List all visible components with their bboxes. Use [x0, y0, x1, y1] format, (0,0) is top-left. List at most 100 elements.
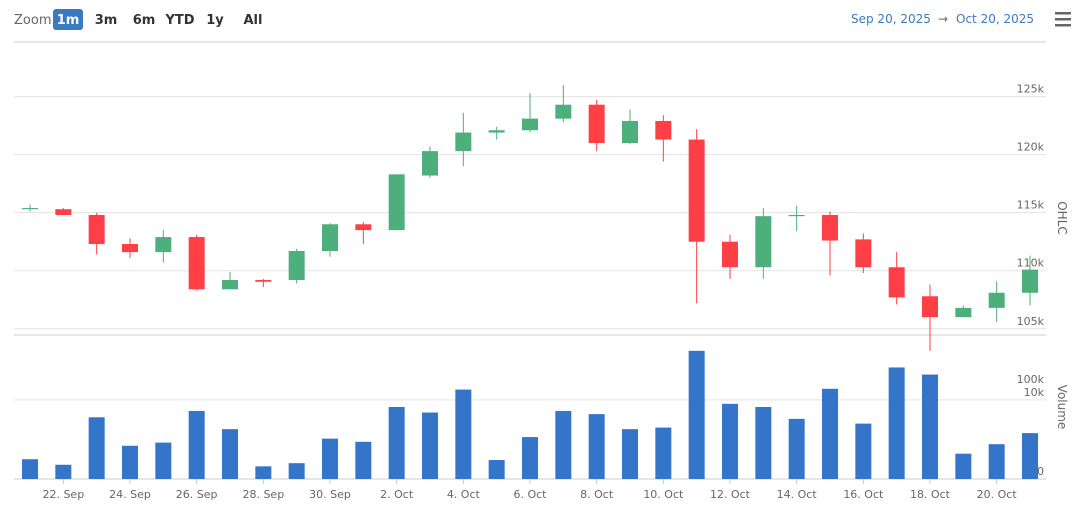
- volume-bar: [88, 417, 105, 479]
- candle-body: [688, 139, 705, 242]
- y-axis-title: OHLC: [1055, 201, 1069, 235]
- candle-body: [255, 280, 272, 282]
- volume-bar: [622, 429, 638, 479]
- candle-body: [555, 104, 572, 119]
- candle-body: [922, 296, 938, 318]
- candle-body: [988, 292, 1005, 308]
- x-tick-label: 10. Oct: [643, 488, 684, 501]
- x-tick-label: 24. Sep: [109, 488, 151, 501]
- volume-bar: [722, 403, 738, 479]
- range-arrow: →: [938, 12, 948, 26]
- volume-bar: [288, 463, 305, 479]
- candle-body: [722, 241, 738, 268]
- range-end[interactable]: Oct 20, 2025: [956, 12, 1034, 26]
- x-tick-label: 16. Oct: [843, 488, 884, 501]
- candle-body: [755, 216, 772, 268]
- menu-button[interactable]: [1055, 12, 1071, 27]
- volume-bar: [422, 412, 438, 479]
- volume-bar: [1022, 433, 1038, 479]
- y-tick-label: 100k: [1017, 373, 1045, 386]
- candle-body: [55, 209, 72, 215]
- x-tick-label: 30. Sep: [309, 488, 351, 501]
- volume-bar: [555, 410, 572, 479]
- x-tick-label: 26. Sep: [176, 488, 218, 501]
- zoom-button[interactable]: 1y: [206, 13, 224, 28]
- zoom-button[interactable]: All: [244, 13, 263, 28]
- candle-body: [788, 214, 805, 217]
- volume-bar: [155, 442, 172, 479]
- x-tick-label: 22. Sep: [42, 488, 84, 501]
- y-tick-label: 110k: [1017, 257, 1045, 270]
- y-axis-title: Volume: [1055, 385, 1069, 430]
- volume-bar: [488, 460, 505, 479]
- candle-body: [588, 104, 605, 144]
- x-tick-label: 2. Oct: [380, 488, 414, 501]
- zoom-buttons: 1m 3m 6m YTD 1y All: [53, 9, 262, 30]
- x-tick-label: 14. Oct: [777, 488, 818, 501]
- volume-bar: [455, 389, 472, 479]
- candle-body: [222, 280, 238, 290]
- x-tick-label: 28. Sep: [242, 488, 284, 501]
- candle-body: [1022, 269, 1038, 293]
- candle-body: [622, 120, 638, 144]
- x-tick-label: 12. Oct: [710, 488, 751, 501]
- zoom-button[interactable]: 6m: [133, 13, 156, 28]
- zoom-button[interactable]: 1m: [57, 13, 80, 28]
- y-tick-label: 125k: [1017, 83, 1045, 96]
- volume-bar: [122, 445, 138, 479]
- volume-bar: [588, 414, 605, 479]
- range-start[interactable]: Sep 20, 2025: [851, 12, 931, 26]
- x-tick-label: 4. Oct: [447, 488, 481, 501]
- candle-body: [855, 239, 872, 268]
- volume-bar: [888, 367, 905, 479]
- candle-body: [522, 118, 538, 131]
- candle-body: [822, 214, 838, 241]
- candle-body: [88, 214, 105, 245]
- volume-bar: [922, 374, 938, 479]
- volume-bar: [855, 423, 872, 479]
- candle-body: [422, 151, 438, 176]
- y-tick-label: 120k: [1017, 141, 1045, 154]
- volume-bar: [355, 441, 372, 479]
- candle-body: [155, 237, 172, 253]
- candle-body: [388, 174, 405, 231]
- candle-body: [655, 120, 672, 140]
- volume-bar: [255, 466, 272, 479]
- y-tick-label: 115k: [1017, 199, 1045, 212]
- candle-body: [955, 307, 972, 318]
- volume-bar: [188, 410, 205, 479]
- volume-bar: [222, 429, 238, 479]
- plot: 100k 105k 110k 115k 120k 125k OHLC 22. Sep 24. S…: [14, 83, 1069, 501]
- y-tick-label: 105k: [1017, 315, 1045, 328]
- candle-body: [488, 130, 505, 133]
- candle-body: [22, 208, 38, 210]
- volume-bar: [822, 388, 838, 479]
- volume-bar: [688, 350, 705, 479]
- zoom-button[interactable]: YTD: [164, 13, 194, 28]
- candle-body: [288, 250, 305, 281]
- volume-bar: [22, 459, 38, 479]
- volume-bar: [988, 444, 1005, 479]
- x-tick-label: 6. Oct: [513, 488, 547, 501]
- y-tick-label: 0: [1037, 465, 1044, 478]
- x-tick-label: 18. Oct: [910, 488, 951, 501]
- candle-body: [888, 267, 905, 298]
- candle-body: [322, 224, 338, 251]
- volume-bar: [755, 407, 772, 479]
- volume-bar: [55, 464, 72, 479]
- x-tick-label: 20. Oct: [977, 488, 1018, 501]
- zoom-label: Zoom: [14, 13, 51, 28]
- candle-body: [188, 237, 205, 290]
- candle-body: [355, 224, 372, 231]
- volume-bar: [322, 438, 338, 479]
- x-tick-label: 8. Oct: [580, 488, 614, 501]
- volume-bar: [388, 407, 405, 479]
- volume-bar: [955, 453, 972, 479]
- volume-bar: [788, 418, 805, 479]
- zoom-button[interactable]: 3m: [95, 13, 118, 28]
- candle-body: [455, 132, 472, 152]
- volume-bar: [522, 437, 538, 479]
- volume-bar: [655, 427, 672, 479]
- zoom-button-bg[interactable]: [53, 9, 83, 30]
